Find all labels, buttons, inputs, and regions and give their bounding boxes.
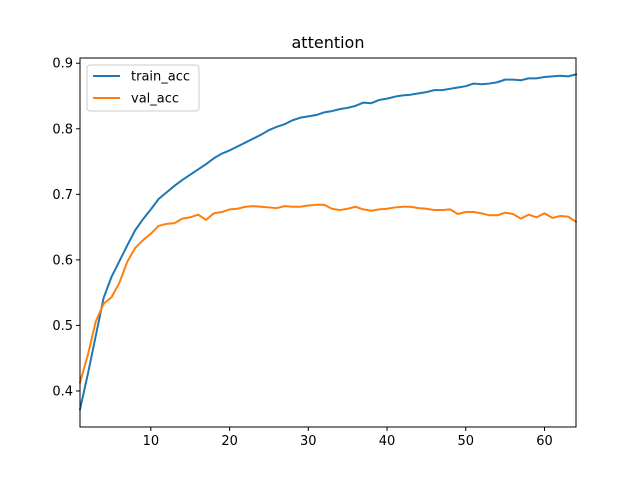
x-tick-label: 50: [458, 434, 475, 449]
axes-frame: [79, 57, 577, 428]
y-tick-label: 0.8: [52, 122, 73, 137]
y-tick-label: 0.9: [52, 57, 73, 72]
y-axis: 0.4 0.5 0.6 0.7 0.8 0.9: [52, 57, 80, 399]
series-line-val-acc: [78, 203, 578, 384]
series-line-train-acc: [78, 73, 578, 411]
chart-title: attention: [292, 33, 365, 52]
x-tick-label: 40: [379, 434, 396, 449]
legend: train_acc val_acc: [86, 64, 200, 112]
y-tick-label: 0.5: [52, 319, 73, 334]
x-tick-label: 60: [536, 434, 553, 449]
legend-label-train-acc: train_acc: [131, 70, 190, 85]
x-tick-label: 20: [221, 434, 238, 449]
y-tick-label: 0.6: [52, 253, 73, 268]
x-tick-label: 30: [300, 434, 317, 449]
legend-label-val-acc: val_acc: [131, 92, 179, 107]
y-tick-label: 0.7: [52, 188, 73, 203]
y-tick-label: 0.4: [52, 384, 73, 399]
plot-area: [78, 73, 578, 411]
x-tick-label: 10: [143, 434, 160, 449]
x-axis: 10 20 30 40 50 60: [143, 427, 553, 449]
